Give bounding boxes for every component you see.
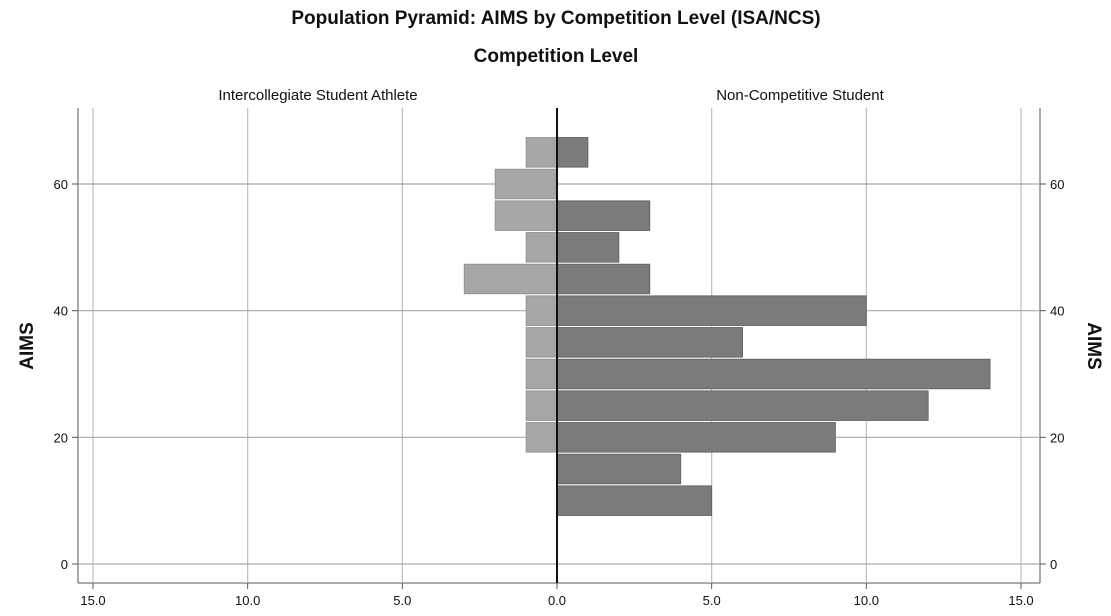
y-tick-label-left: 0 (61, 557, 68, 572)
bar-non-competitive-student (556, 295, 867, 326)
bar-non-competitive-student (556, 232, 620, 263)
y-tick-label-right: 60 (1050, 177, 1064, 192)
bar-non-competitive-student (556, 485, 713, 516)
y-tick-label-right: 0 (1050, 557, 1057, 572)
bar-intercollegiate-student-athlete (525, 358, 558, 390)
y-tick-label-left: 20 (54, 430, 68, 445)
bar-non-competitive-student (556, 327, 744, 358)
bar-intercollegiate-student-athlete (525, 422, 558, 453)
bar-intercollegiate-student-athlete (525, 232, 558, 263)
chart-title: Population Pyramid: AIMS by Competition … (291, 8, 820, 29)
y-tick-label-left: 60 (54, 177, 68, 192)
bar-intercollegiate-student-athlete (525, 390, 558, 421)
bar-intercollegiate-student-athlete (463, 263, 558, 295)
y-tick-label-left: 40 (54, 304, 68, 319)
axis-layer: 15.0 10.0 5.0 0.0 5.0 10.0 15.0 0 0 20 20 40 40 60 60 (54, 108, 1064, 608)
x-tick-label: 15.0 (1008, 593, 1033, 608)
bar-non-competitive-student (556, 422, 836, 453)
x-tick-label: 0.0 (548, 593, 566, 608)
bar-non-competitive-student (556, 358, 991, 390)
x-tick-label: 5.0 (393, 593, 411, 608)
bar-intercollegiate-student-athlete (494, 200, 558, 231)
y-tick-label-right: 40 (1050, 304, 1064, 319)
bars-layer (463, 137, 991, 516)
y-tick-label-right: 20 (1050, 430, 1064, 445)
bar-intercollegiate-student-athlete (494, 168, 558, 200)
bar-intercollegiate-student-athlete (525, 295, 558, 326)
x-tick-label: 15.0 (80, 593, 105, 608)
bar-intercollegiate-student-athlete (525, 137, 558, 168)
bar-non-competitive-student (556, 453, 682, 485)
bar-non-competitive-student (556, 263, 651, 295)
bar-non-competitive-student (556, 390, 929, 421)
bar-intercollegiate-student-athlete (525, 327, 558, 358)
x-tick-label: 10.0 (235, 593, 260, 608)
bar-non-competitive-student (556, 200, 651, 231)
left-panel-label: Intercollegiate Student Athlete (218, 87, 417, 104)
grid-layer (77, 108, 1041, 584)
x-tick-label: 10.0 (854, 593, 879, 608)
right-panel-label: Non-Competitive Student (716, 87, 884, 104)
chart-subtitle: Competition Level (474, 46, 639, 67)
bar-non-competitive-student (556, 137, 589, 168)
x-tick-label: 5.0 (703, 593, 721, 608)
y-axis-label-left: AIMS (17, 322, 38, 370)
y-axis-label-right: AIMS (1083, 322, 1104, 370)
